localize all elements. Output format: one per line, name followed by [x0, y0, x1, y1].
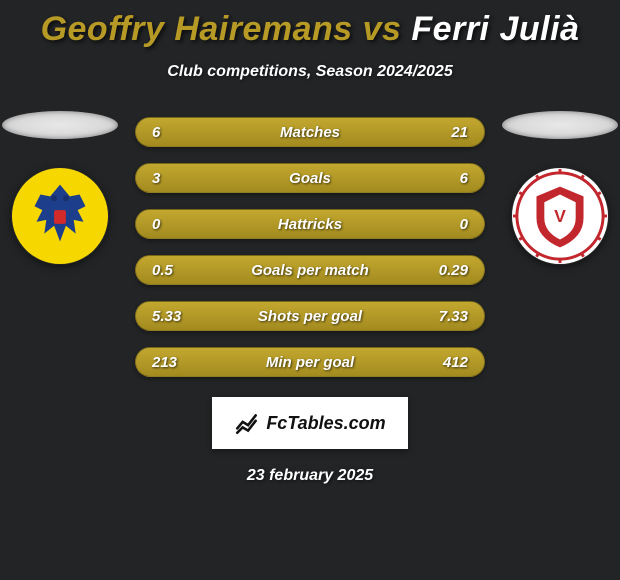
stat-left-value: 0.5: [152, 262, 194, 279]
stat-left-value: 5.33: [152, 308, 194, 325]
left-team-crest: [11, 167, 109, 265]
stat-bar: 213Min per goal412: [135, 347, 485, 377]
page-title: Geoffry Hairemans vs Ferri Julià: [0, 0, 620, 49]
left-team-column: [0, 111, 120, 265]
vs-separator: vs: [353, 10, 412, 48]
brand-text: FcTables.com: [266, 413, 385, 434]
stat-bar: 0.5Goals per match0.29: [135, 255, 485, 285]
stat-left-value: 3: [152, 170, 194, 187]
footer-date: 23 february 2025: [0, 467, 620, 485]
player-right-name: Ferri Julià: [411, 10, 579, 48]
subtitle: Club competitions, Season 2024/2025: [0, 63, 620, 81]
stats-bars: 6Matches21 3Goals6 0Hattricks0 0.5Goals per…: [135, 111, 485, 377]
stat-bar: 3Goals6: [135, 163, 485, 193]
stat-right-value: 6: [426, 170, 468, 187]
stat-right-value: 7.33: [426, 308, 468, 325]
stat-bar: 5.33Shots per goal7.33: [135, 301, 485, 331]
right-halo: [502, 111, 618, 139]
comparison-arena: V 6Matches21 3Goals6 0Hattricks0 0.5Goals p…: [0, 111, 620, 377]
stat-right-value: 412: [426, 354, 468, 371]
right-team-column: V: [500, 111, 620, 265]
left-halo: [2, 111, 118, 139]
stat-right-value: 0: [426, 216, 468, 233]
player-left-name: Geoffry Hairemans: [41, 10, 353, 48]
stat-left-value: 213: [152, 354, 194, 371]
brand-chart-icon: [234, 410, 260, 436]
right-team-crest: V: [511, 167, 609, 265]
stat-left-value: 0: [152, 216, 194, 233]
brand-box: FcTables.com: [212, 397, 408, 449]
stat-bar: 0Hattricks0: [135, 209, 485, 239]
svg-text:V: V: [554, 206, 566, 226]
stat-right-value: 21: [426, 124, 468, 141]
stat-left-value: 6: [152, 124, 194, 141]
stat-right-value: 0.29: [426, 262, 468, 279]
stat-bar: 6Matches21: [135, 117, 485, 147]
